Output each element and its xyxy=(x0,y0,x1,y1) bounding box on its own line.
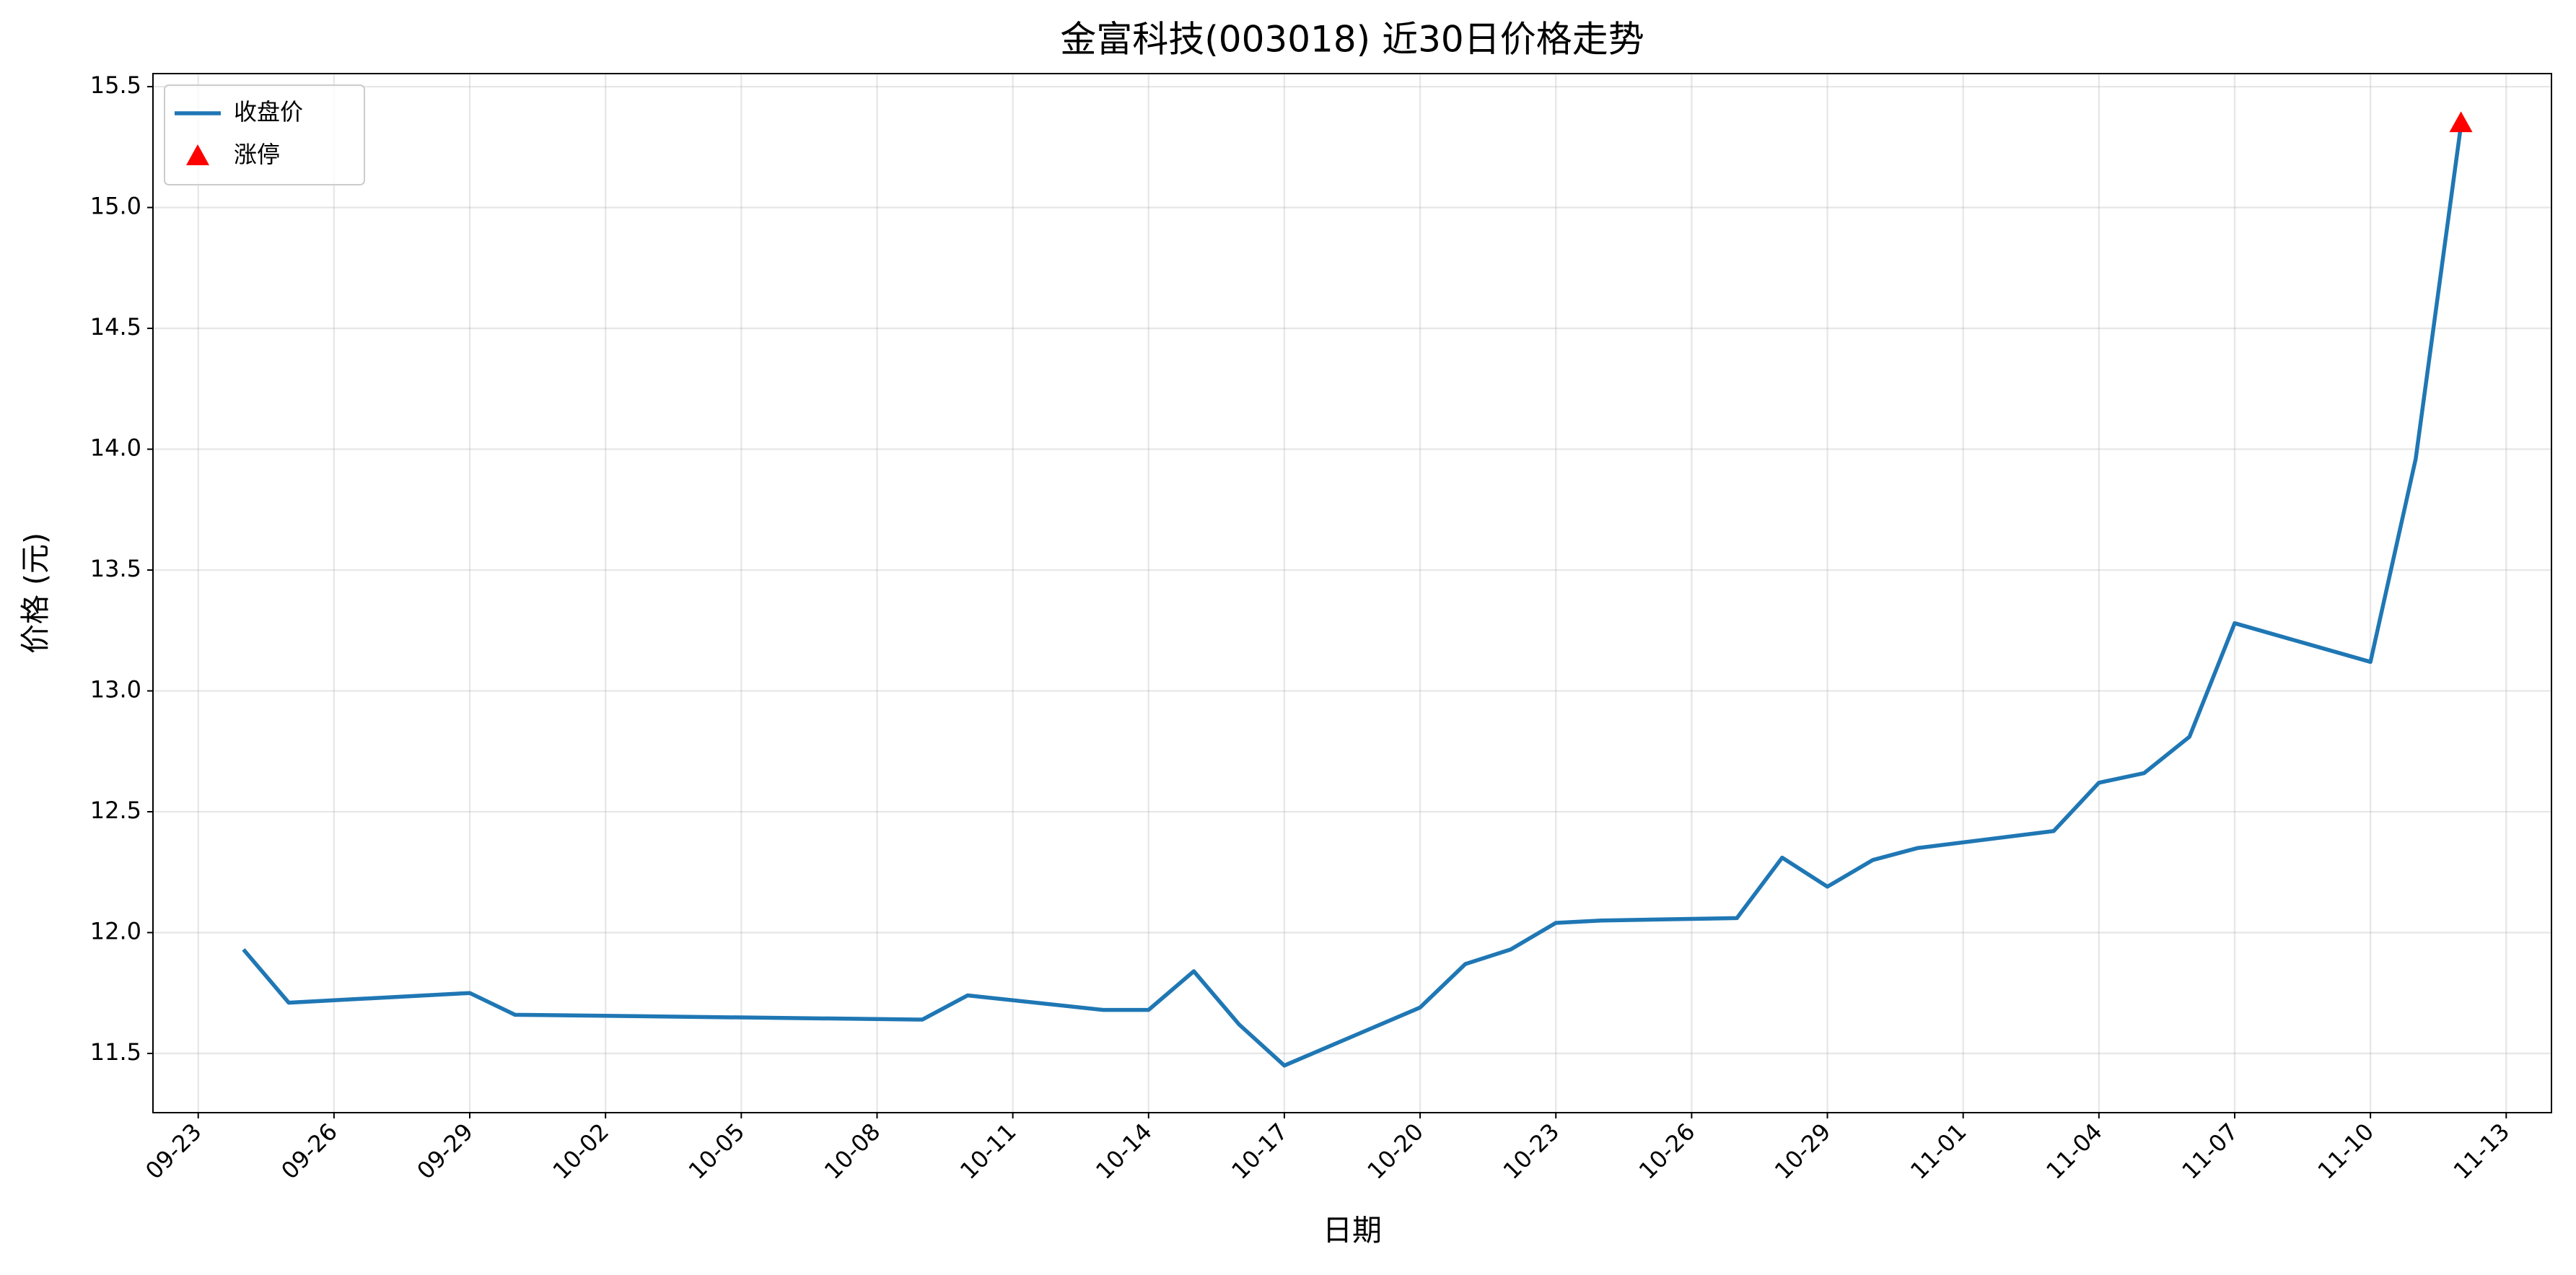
y-tick-label: 11.5 xyxy=(90,1038,141,1066)
plot-frame xyxy=(152,73,2552,1113)
x-axis-label: 日期 xyxy=(1323,1213,1382,1248)
y-axis-label: 价格 (元) xyxy=(18,533,53,654)
chart-title: 金富科技(003018) 近30日价格走势 xyxy=(1060,19,1644,61)
y-tick-label: 13.0 xyxy=(90,675,141,703)
legend-box xyxy=(164,84,365,185)
legend-label: 收盘价 xyxy=(234,98,303,126)
y-tick-label: 14.0 xyxy=(90,434,141,462)
y-tick-label: 13.5 xyxy=(90,555,141,582)
legend-label: 涨停 xyxy=(234,141,280,168)
y-tick-label: 14.5 xyxy=(90,313,141,341)
y-tick-label: 15.0 xyxy=(90,193,141,220)
y-tick-label: 12.0 xyxy=(90,917,141,945)
y-tick-label: 15.5 xyxy=(90,71,141,99)
legend-marker xyxy=(186,144,209,165)
y-tick-label: 12.5 xyxy=(90,797,141,824)
limit-up-marker xyxy=(2449,111,2473,133)
price-line xyxy=(242,125,2463,1068)
